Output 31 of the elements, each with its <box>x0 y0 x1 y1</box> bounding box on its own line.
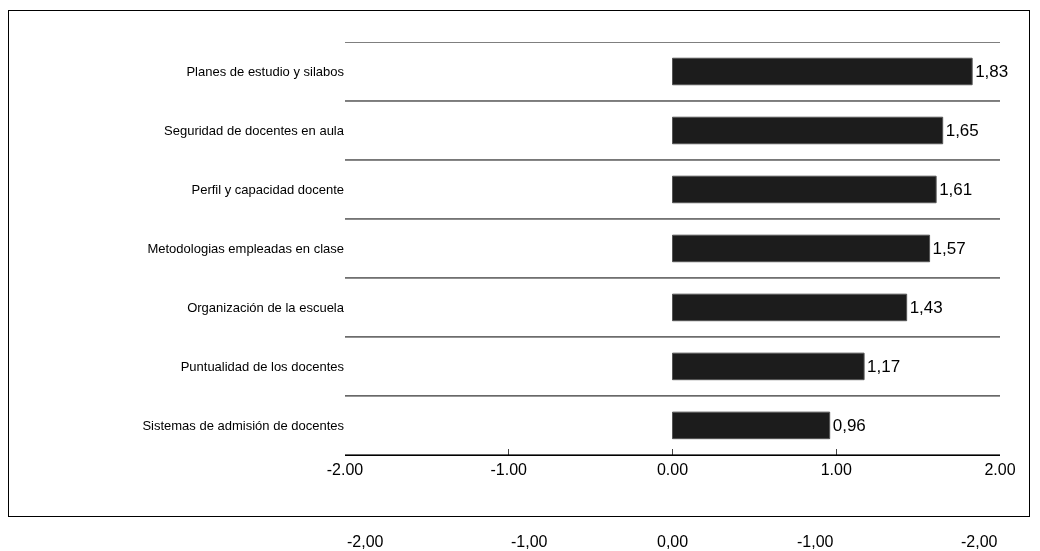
y-tick-label: Planes de estudio y silabos <box>186 64 345 80</box>
bar <box>672 116 944 145</box>
bar <box>672 352 865 381</box>
data-label: 1,43 <box>909 297 943 317</box>
x-tick-label: 1.00 <box>820 461 852 479</box>
text: -2,00 <box>961 533 998 550</box>
bar <box>672 57 973 86</box>
data-label: 0,96 <box>832 415 866 435</box>
text: -1,00 <box>797 533 834 550</box>
x-tick-label: -2.00 <box>326 461 364 479</box>
bar <box>672 175 937 204</box>
y-tick-label: Metodologias empleadas en clase <box>147 241 344 256</box>
text: -2,00 <box>347 533 384 550</box>
text: 0,00 <box>657 533 689 550</box>
bar <box>672 234 931 263</box>
text: -1,00 <box>511 533 548 550</box>
data-label: 1,61 <box>939 179 973 199</box>
bar <box>672 293 908 322</box>
data-label: 1,57 <box>932 238 966 258</box>
data-label: 1,17 <box>867 356 901 376</box>
x-tick-label: 0.00 <box>656 461 689 479</box>
y-tick-label: Perfil y capacidad docente <box>191 182 344 198</box>
data-label: 1,83 <box>975 61 1009 81</box>
y-tick-label: Seguridad de docentes en aula <box>164 123 345 139</box>
y-tick-label: Organización de la escuela <box>187 299 345 315</box>
y-tick-label: Puntualidad de los docentes <box>180 358 345 374</box>
bar <box>672 411 831 440</box>
x-tick-label: -1.00 <box>490 461 528 479</box>
data-label: 1,65 <box>945 120 979 140</box>
y-tick-label: Sistemas de admisión de docentes <box>142 417 345 433</box>
x-tick-label: 2.00 <box>984 461 1016 479</box>
